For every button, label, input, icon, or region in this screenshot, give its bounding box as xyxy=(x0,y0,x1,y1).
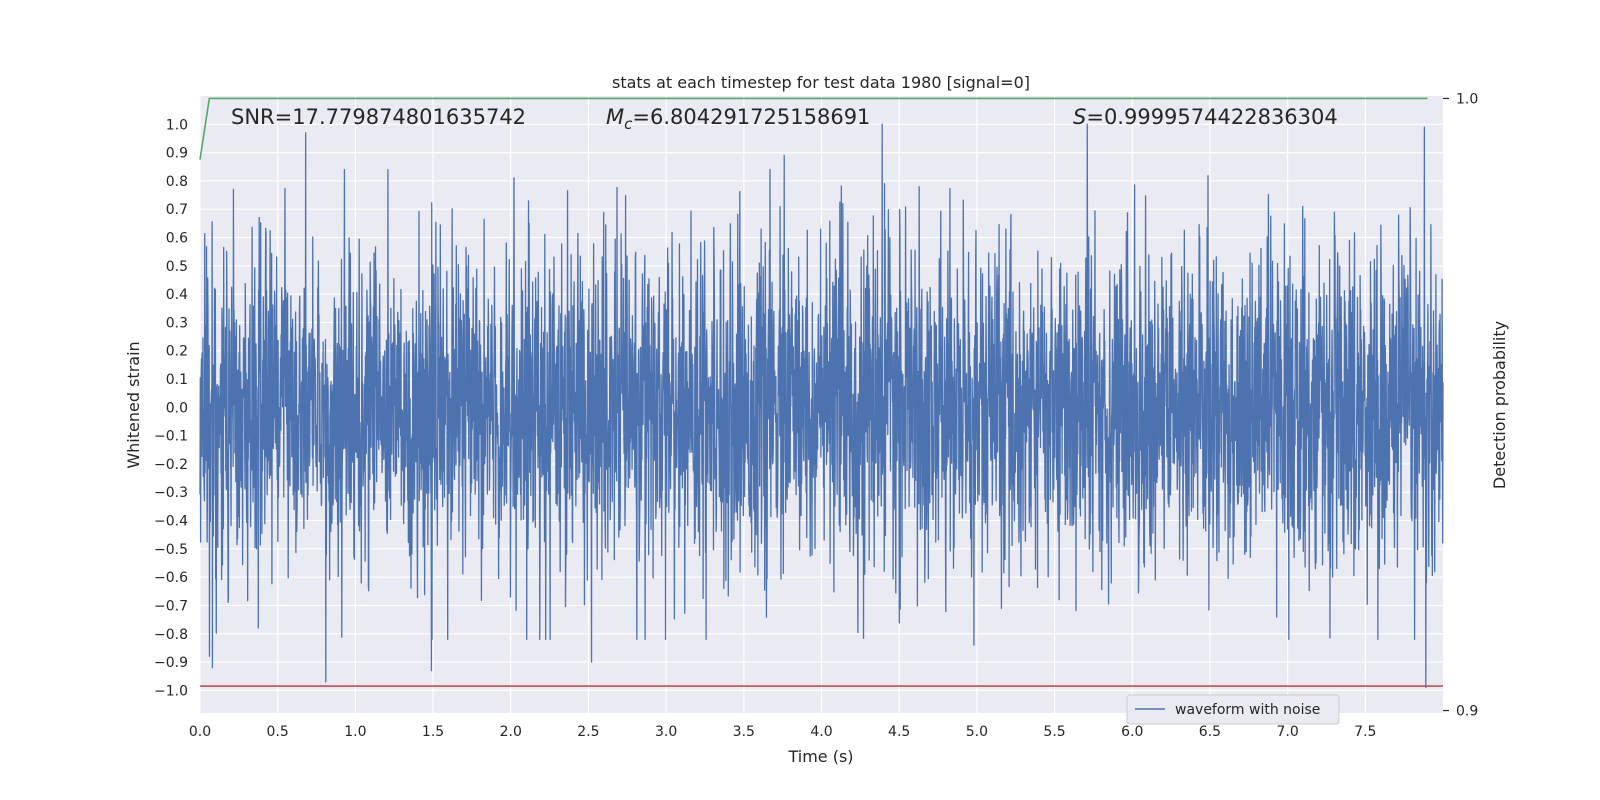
x-tick-label: 3.5 xyxy=(733,724,755,740)
y-tick-label: 0.8 xyxy=(166,174,188,190)
y-tick-label: 0.3 xyxy=(166,315,188,331)
y-tick-label: −1.0 xyxy=(154,683,188,699)
annotation-chirp-mass-subscript: c xyxy=(624,115,633,133)
x-tick-label: 0.5 xyxy=(267,724,289,740)
y2-tick-label: 0.9 xyxy=(1456,704,1478,720)
x-tick-label: 7.0 xyxy=(1276,724,1298,740)
annotation-chirp-mass-value: =6.804291725158691 xyxy=(632,105,870,129)
annotation-s-value: =0.9999574422836304 xyxy=(1086,105,1337,129)
legend-entry: waveform with noise xyxy=(1175,702,1320,718)
y2-axis-label: Detection probability xyxy=(1490,321,1509,489)
y-tick-label: −0.5 xyxy=(154,542,188,558)
x-tick-label: 2.5 xyxy=(577,724,599,740)
chart-title: stats at each timestep for test data 198… xyxy=(612,73,1030,92)
y-tick-label: 0.7 xyxy=(166,202,188,218)
annotation-s-symbol: S xyxy=(1073,105,1086,129)
y-tick-label: −0.7 xyxy=(154,598,188,614)
y-tick-label: −0.3 xyxy=(154,485,188,501)
y2-axis: 1.0 0.9 xyxy=(1443,91,1478,720)
legend: waveform with noise xyxy=(1126,694,1340,725)
x-tick-label: 0.0 xyxy=(189,724,211,740)
x-tick-label: 7.5 xyxy=(1354,724,1376,740)
y-tick-label: 0.2 xyxy=(166,344,188,360)
y-tick-label: −0.8 xyxy=(154,627,188,643)
y-tick-label: −0.6 xyxy=(154,570,188,586)
y-tick-label: −0.2 xyxy=(154,457,188,473)
series-layer xyxy=(199,97,1444,689)
x-tick-label: 1.5 xyxy=(422,724,444,740)
series-detection-probability xyxy=(199,97,1428,160)
y-tick-label: 0.6 xyxy=(166,231,188,247)
y-tick-label: −0.4 xyxy=(154,514,188,530)
y-tick-label: 0.9 xyxy=(166,146,188,162)
y-tick-label: 0.1 xyxy=(166,372,188,388)
annotation-chirp-mass-symbol: M xyxy=(606,105,624,129)
x-axis: 0.0 0.5 1.0 1.5 2.0 2.5 3.0 3.5 4.0 4.5 5.0 5.5 6.0 6… xyxy=(189,724,1377,740)
x-axis-label: Time (s) xyxy=(787,747,853,766)
x-tick-label: 3.0 xyxy=(655,724,677,740)
annotation-s: S=0.9999574422836304 xyxy=(1073,105,1338,129)
y-tick-label: −0.1 xyxy=(154,429,188,445)
y-tick-label: 0.5 xyxy=(166,259,188,275)
legend-box xyxy=(1126,694,1340,725)
series-waveform-with-noise xyxy=(199,123,1444,689)
y-tick-label: 0.0 xyxy=(166,400,188,416)
y-tick-label: 0.4 xyxy=(166,287,188,303)
x-tick-label: 1.0 xyxy=(344,724,366,740)
x-tick-label: 6.5 xyxy=(1199,724,1221,740)
y-axis-label: Whitened strain xyxy=(124,341,143,468)
y-tick-label: 1.0 xyxy=(166,117,188,133)
annotation-chirp-mass: Mc=6.804291725158691 xyxy=(606,105,870,133)
x-tick-label: 5.0 xyxy=(966,724,988,740)
y-tick-label: −0.9 xyxy=(154,655,188,671)
annotation-snr: SNR=17.779874801635742 xyxy=(231,105,526,129)
x-tick-label: 4.0 xyxy=(810,724,832,740)
y2-tick-label: 1.0 xyxy=(1456,91,1478,107)
x-tick-label: 5.5 xyxy=(1043,724,1065,740)
x-tick-label: 2.0 xyxy=(500,724,522,740)
y-axis: 1.0 0.9 0.8 0.7 0.6 0.5 0.4 0.3 0.2 0.1 0.0 −0.1 −0.… xyxy=(154,117,188,699)
x-tick-label: 6.0 xyxy=(1121,724,1143,740)
x-tick-label: 4.5 xyxy=(888,724,910,740)
